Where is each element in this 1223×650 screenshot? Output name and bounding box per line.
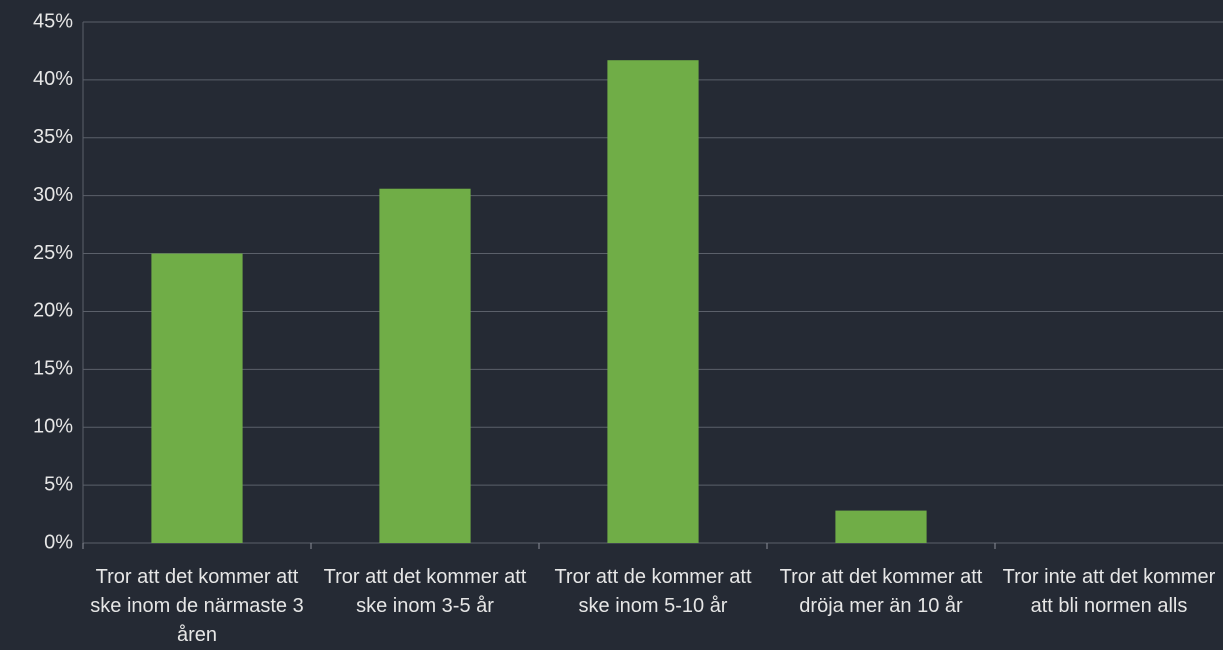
x-tick-label: Tror att det kommer att dröja mer än 10 … <box>779 566 983 617</box>
y-tick-label: 45% <box>33 10 73 32</box>
bar <box>151 253 243 544</box>
y-tick-label: 0% <box>44 531 73 553</box>
y-tick-label: 20% <box>33 300 73 322</box>
bar <box>379 188 471 543</box>
y-tick-label: 35% <box>33 126 73 148</box>
y-tick-label: 40% <box>33 68 73 90</box>
y-tick-label: 15% <box>33 358 73 380</box>
y-tick-label: 5% <box>44 473 73 495</box>
x-tick-label: Tror inte att det kommer att bli normen … <box>1002 566 1216 617</box>
y-tick-label: 10% <box>33 416 73 438</box>
x-tick-label: Tror att det kommer att ske inom de närm… <box>90 566 304 646</box>
bar <box>835 510 927 543</box>
x-tick-label: Tror att det kommer att ske inom 3-5 år <box>323 566 527 617</box>
bar <box>607 60 699 543</box>
y-tick-label: 30% <box>33 184 73 206</box>
x-tick-label: Tror att de kommer att ske inom 5-10 år <box>554 566 752 617</box>
y-tick-label: 25% <box>33 242 73 264</box>
